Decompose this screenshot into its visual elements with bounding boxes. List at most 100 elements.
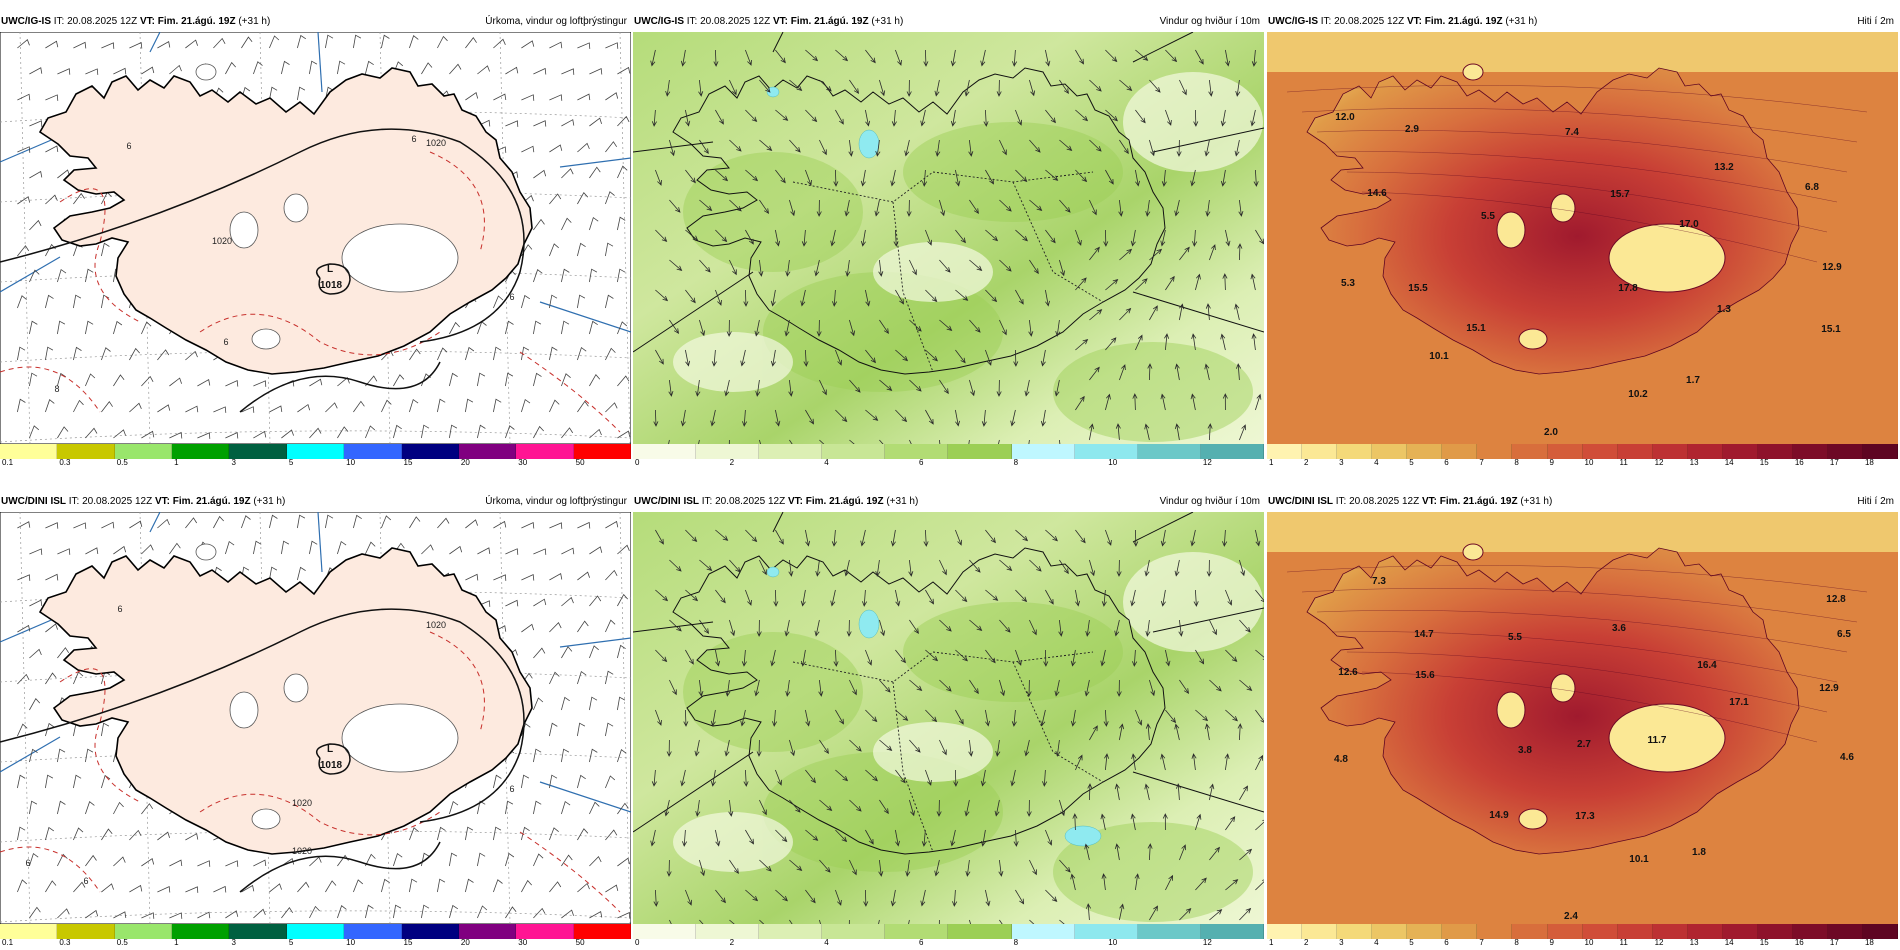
map-panel-precip: UWC/IG-IS IT: 20.08.2025 12Z VT: Fim. 21… — [0, 12, 631, 467]
wind-arrow — [775, 229, 781, 247]
wind-arrow — [785, 679, 791, 697]
wind-barb — [337, 426, 349, 439]
wind-arrow — [865, 769, 878, 782]
lead-time: (+31 h) — [1505, 16, 1538, 27]
map-panel-wind: UWC/IG-IS IT: 20.08.2025 12Z VT: Fim. 21… — [633, 12, 1264, 467]
wind-barb — [561, 909, 574, 919]
wind-barb — [477, 905, 488, 919]
wind-barb — [353, 879, 364, 893]
map-area: L 1018 1020 1020 1020 6 6 6 6 — [0, 512, 631, 924]
wind-arrow — [669, 319, 680, 334]
panel-header: UWC/DINI ISL IT: 20.08.2025 12Z VT: Fim.… — [0, 492, 631, 512]
precip-contour — [59, 188, 141, 323]
wind-arrows — [650, 529, 1264, 924]
temperature-label: 15.1 — [1821, 324, 1841, 335]
wind-arrow — [833, 169, 839, 187]
wind-arrow — [685, 529, 698, 543]
wind-arrow — [955, 709, 964, 725]
init-time: 20.08.2025 12Z — [67, 16, 138, 27]
wind-arrow — [1042, 769, 1048, 787]
wind-arrow — [1195, 649, 1205, 665]
temperature-label: 2.9 — [1405, 124, 1419, 135]
calm-patch — [873, 242, 993, 302]
wind-arrow — [865, 289, 871, 307]
wind-arrow — [685, 169, 696, 184]
wind-arrow — [849, 739, 862, 752]
wind-arrow — [651, 769, 657, 787]
wind-arrow — [860, 529, 866, 547]
legend-swatch — [1582, 924, 1618, 939]
wind-barb — [549, 522, 563, 529]
region-borders — [792, 171, 1104, 373]
wind-barb — [577, 242, 586, 257]
wind-arrow — [789, 439, 793, 444]
wind-barb — [437, 398, 446, 413]
legend-ticks: 1 2 3 4 5 6 7 8 9 10 11 12 13 14 15 16 17 18 — [1267, 938, 1898, 948]
wind-barb — [561, 68, 575, 75]
wind-arrow — [650, 829, 656, 847]
wind-arrow — [655, 169, 662, 186]
map-svg: 7.3 12.8 14.7 5.5 3.6 6.5 12.6 15.6 16.4 12.9 17.1… — [1267, 512, 1898, 924]
wind-arrow — [969, 559, 981, 573]
wind-arrow — [922, 169, 928, 187]
wind-barb — [101, 242, 110, 257]
wind-barb — [493, 520, 507, 529]
wind-arrow — [789, 199, 796, 217]
wind-barb — [533, 372, 542, 387]
wind-barb — [241, 36, 253, 49]
wind-barb — [281, 907, 294, 919]
wind-arrow — [1075, 277, 1087, 291]
panel-title: Úrkoma, vindur og loftþrýstingur — [485, 16, 627, 27]
wind-arrow — [1255, 879, 1264, 891]
wind-barb — [577, 882, 590, 893]
wind-barb — [45, 194, 58, 205]
wind-barb — [617, 268, 626, 283]
isobar-label: 1020 — [212, 236, 232, 246]
wind-arrow — [1190, 393, 1196, 411]
wind-arrow — [999, 319, 1007, 336]
wind-barb — [269, 35, 280, 49]
init-prefix: IT: — [1320, 16, 1332, 27]
glacier-cold — [1496, 691, 1526, 729]
wind-barb — [17, 826, 26, 841]
wind-barb — [449, 321, 460, 335]
wind-patch — [763, 752, 1003, 872]
legend-tick-label: 1 — [174, 458, 179, 467]
legend-tick-label: 4 — [824, 458, 829, 467]
wind-barb — [577, 828, 589, 841]
wind-arrow — [895, 49, 902, 66]
wind-arrow — [860, 229, 866, 247]
wind-arrow — [1045, 529, 1058, 542]
wind-barb — [253, 430, 267, 439]
glacier-cold — [1550, 673, 1576, 703]
wind-arrow — [1195, 709, 1209, 722]
wind-barb — [477, 372, 486, 387]
legend-tick-label: 9 — [1549, 458, 1554, 467]
wind-arrow — [1118, 199, 1124, 217]
valid-prefix: VT: — [787, 496, 803, 507]
wind-arrow — [934, 79, 940, 97]
wind-barb — [185, 405, 199, 413]
legend-tick-label: 30 — [518, 458, 528, 467]
legend-swatch — [1372, 444, 1408, 459]
legend-swatch — [696, 924, 760, 939]
iceland-coastline — [672, 67, 1166, 375]
precip-label: 6 — [25, 858, 30, 868]
wind-barb — [465, 92, 479, 101]
run-info: UWC/IG-IS IT: 20.08.2025 12Z VT: Fim. 21… — [1, 12, 270, 32]
wind-arrow — [784, 619, 790, 637]
wind-arrow — [999, 679, 1005, 697]
wind-arrow — [1070, 873, 1076, 891]
wind-barb — [29, 599, 43, 607]
legend-tick-label: 50 — [575, 938, 585, 947]
wind-arrow — [846, 619, 852, 637]
legend-swatch — [172, 924, 230, 939]
wind-arrow — [939, 679, 952, 692]
wind-arrow — [878, 859, 884, 877]
legend-swatches — [1267, 924, 1899, 939]
wind-arrow — [1145, 723, 1151, 741]
wind-barb — [381, 34, 390, 49]
wind-arrow — [1191, 333, 1197, 351]
glacier-cold — [1608, 703, 1726, 773]
domain-line — [772, 32, 784, 53]
